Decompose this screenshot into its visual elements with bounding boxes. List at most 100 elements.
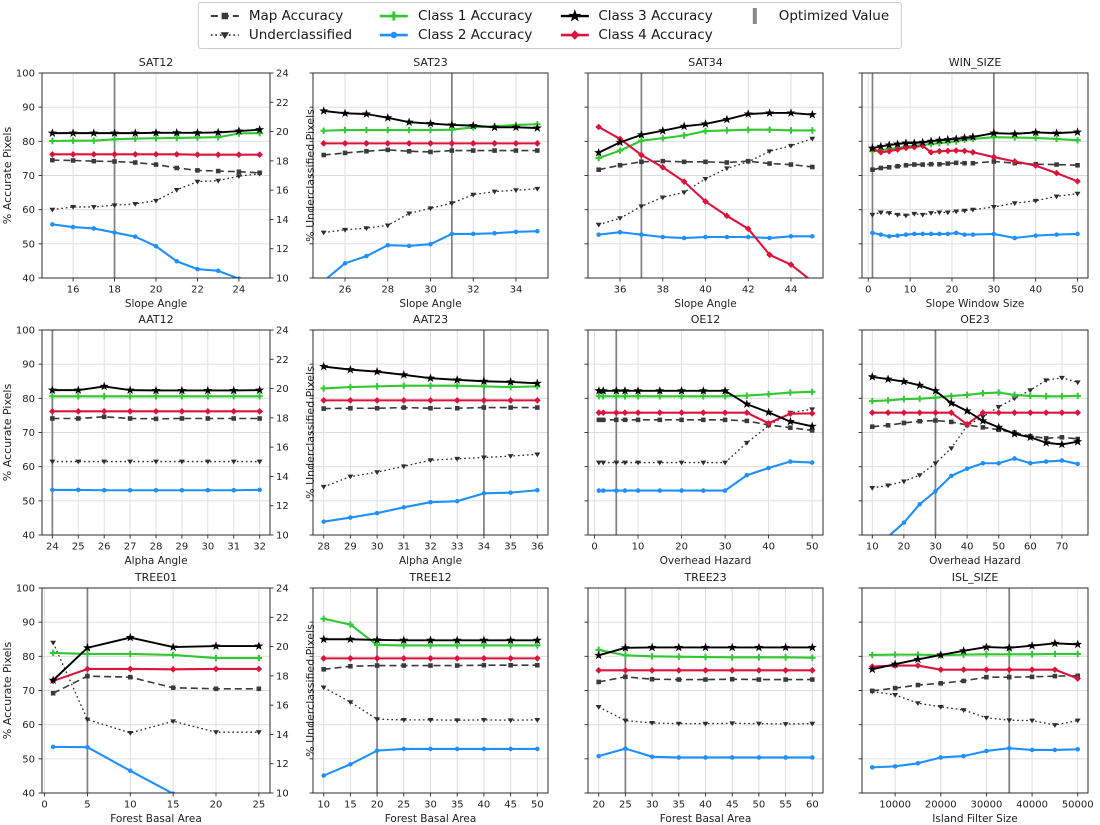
- series-c4: [868, 409, 1082, 428]
- series-under: [50, 640, 262, 736]
- svg-text:18: 18: [276, 156, 289, 167]
- svg-text:Island Filter Size: Island Filter Size: [932, 813, 1017, 825]
- svg-text:24: 24: [46, 542, 59, 553]
- svg-text:22: 22: [276, 613, 289, 624]
- svg-text:32: 32: [253, 542, 266, 553]
- svg-text:10000: 10000: [879, 800, 911, 811]
- svg-text:Slope Angle: Slope Angle: [399, 298, 461, 310]
- svg-text:10: 10: [276, 531, 289, 542]
- series-c1: [595, 646, 816, 661]
- svg-text:34: 34: [510, 285, 523, 296]
- svg-text:50: 50: [22, 754, 35, 765]
- svg-text:OE12: OE12: [691, 313, 721, 326]
- svg-text:90: 90: [22, 103, 35, 114]
- series-c2: [870, 230, 1080, 241]
- svg-text:16: 16: [276, 186, 289, 197]
- series-c3: [867, 127, 1083, 153]
- svg-text:TREE01: TREE01: [134, 571, 177, 584]
- legend-item-label: Optimized Value: [778, 8, 890, 24]
- series-c1: [869, 650, 1081, 659]
- svg-text:30: 30: [424, 800, 437, 811]
- chart-AAT23: 28 29 30 31 32 33 34 35 36 AAT23 Alpha Angle: [299, 312, 562, 567]
- svg-text:0: 0: [591, 542, 597, 553]
- svg-text:25: 25: [252, 800, 265, 811]
- svg-text:30: 30: [424, 285, 437, 296]
- c1-marker-icon: [380, 11, 409, 21]
- svg-text:14: 14: [276, 730, 289, 741]
- svg-text:12: 12: [276, 759, 289, 770]
- series-map: [321, 662, 540, 672]
- svg-text:30000: 30000: [971, 800, 1003, 811]
- svg-text:Slope Window Size: Slope Window Size: [926, 298, 1025, 310]
- svg-text:10: 10: [276, 274, 289, 285]
- svg-text:36: 36: [614, 285, 627, 296]
- series-c2: [50, 744, 176, 793]
- legend-item-opt: Optimized Value: [739, 7, 889, 25]
- chart-AAT12-plot: 24 25 26 27 28 29 30 31 32 AAT12 Alpha Angle 40 50 60…: [1, 313, 317, 567]
- series-map: [596, 674, 815, 685]
- chart-TREE23-plot: 20 25 30 35 40 45 50 55 60 TREE23 Forest Basal Are…: [584, 571, 824, 825]
- svg-text:Alpha Angle: Alpha Angle: [399, 555, 462, 567]
- svg-text:22: 22: [276, 355, 289, 366]
- svg-text:26: 26: [339, 285, 352, 296]
- chart-TREE01: 0 5 10 15 20 25 TREE01 Forest Basal Area 40 50 60 7…: [0, 570, 328, 825]
- chart-SAT12: 16 18 20 22 24 SAT12 Slope Angle 40 50 60 70 80 90 10…: [0, 55, 328, 310]
- svg-text:14: 14: [276, 215, 289, 226]
- series-c2: [596, 746, 815, 760]
- svg-text:100: 100: [16, 326, 35, 337]
- svg-text:18: 18: [276, 413, 289, 424]
- svg-text:24: 24: [276, 584, 289, 595]
- svg-text:Overhead Hazard: Overhead Hazard: [660, 555, 752, 567]
- series-under: [869, 191, 1081, 219]
- series-c2: [596, 229, 815, 241]
- svg-text:30: 30: [987, 285, 1000, 296]
- chart-WIN_SIZE: 0 10 20 30 40 50 WIN_SIZE Slope Window Size: [848, 55, 1100, 310]
- chart-SAT34-plot: 36 38 40 42 44 SAT34 Slope Angle: [584, 56, 824, 310]
- svg-text:0: 0: [41, 800, 47, 811]
- svg-text:50: 50: [22, 496, 35, 507]
- chart-WIN_SIZE-plot: 0 10 20 30 40 50 WIN_SIZE Slope Window Size: [858, 56, 1089, 310]
- series-map: [50, 673, 262, 696]
- svg-text:70: 70: [22, 171, 35, 182]
- svg-text:WIN_SIZE: WIN_SIZE: [949, 56, 1002, 69]
- svg-text:30: 30: [371, 542, 384, 553]
- svg-text:30: 30: [719, 542, 732, 553]
- svg-text:40: 40: [22, 274, 35, 285]
- series-c1: [49, 393, 263, 400]
- series-c2: [886, 456, 1081, 535]
- svg-text:12: 12: [276, 501, 289, 512]
- svg-text:20: 20: [675, 542, 688, 553]
- series-c4: [320, 397, 541, 404]
- svg-text:32: 32: [424, 542, 437, 553]
- series-c2: [321, 746, 540, 778]
- series-c2: [50, 487, 262, 493]
- series-c3: [319, 634, 542, 645]
- series-under: [869, 689, 1081, 728]
- chart-AAT12: 24 25 26 27 28 29 30 31 32 AAT12 Alpha Angle 40 50 60…: [0, 312, 328, 567]
- series-c1: [595, 388, 816, 400]
- svg-text:40000: 40000: [1016, 800, 1048, 811]
- svg-text:35: 35: [672, 800, 685, 811]
- svg-text:15: 15: [167, 800, 180, 811]
- svg-text:18: 18: [108, 285, 121, 296]
- svg-text:50: 50: [1071, 285, 1084, 296]
- series-c3: [867, 638, 1083, 674]
- svg-text:60: 60: [22, 462, 35, 473]
- svg-text:100: 100: [16, 69, 35, 80]
- svg-text:44: 44: [785, 285, 798, 296]
- svg-text:12: 12: [276, 244, 289, 255]
- svg-text:90: 90: [22, 360, 35, 371]
- svg-text:20000: 20000: [925, 800, 957, 811]
- svg-text:0: 0: [865, 285, 871, 296]
- svg-text:5: 5: [84, 800, 90, 811]
- svg-text:60: 60: [1024, 542, 1037, 553]
- series-c2: [596, 459, 815, 493]
- svg-text:24: 24: [276, 326, 289, 337]
- svg-text:80: 80: [22, 652, 35, 663]
- svg-text:40: 40: [699, 285, 712, 296]
- legend-item-label: Class 2 Accuracy: [418, 27, 533, 43]
- svg-text:15: 15: [344, 800, 357, 811]
- legend-item-label: Underclassified: [248, 27, 353, 43]
- svg-text:40: 40: [762, 542, 775, 553]
- under-marker-icon: [210, 32, 239, 40]
